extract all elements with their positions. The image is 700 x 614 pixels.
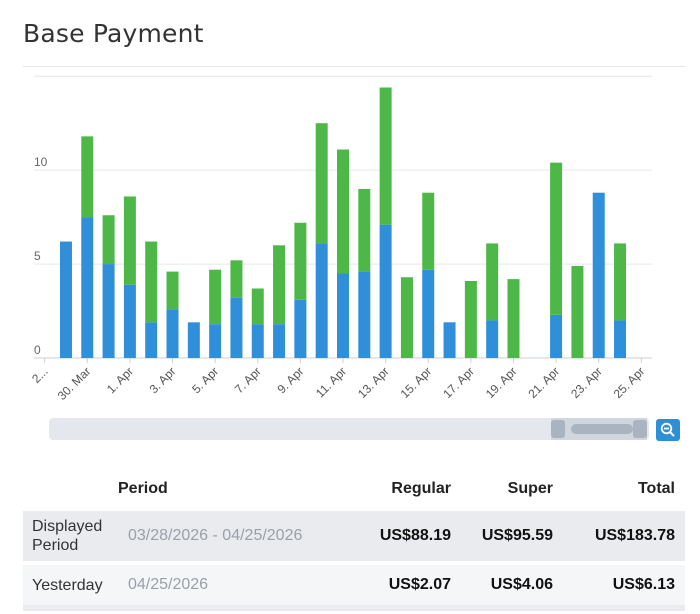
row-total: US$183.78 [563, 511, 685, 563]
chart-navigator-scrollbar[interactable] [49, 418, 649, 440]
navigator-selection[interactable] [551, 418, 647, 440]
bar-super [571, 265, 584, 358]
bar-regular [294, 299, 307, 358]
x-tick-label: 1. Apr [104, 364, 136, 396]
bar-super [550, 162, 563, 315]
payment-summary-table: Period Regular Super Total Displayed Per… [23, 478, 685, 611]
bar-regular [123, 284, 136, 358]
row-total: US$6.13 [563, 561, 685, 605]
bar-super [166, 271, 179, 310]
bar-regular [166, 309, 179, 358]
header-regular: Regular [391, 480, 451, 497]
bar-super [81, 136, 94, 218]
bar-regular [337, 273, 349, 358]
bar-super [209, 269, 222, 325]
zoom-out-button[interactable] [656, 419, 680, 441]
x-tick-label: 3. Apr [147, 364, 179, 396]
bar-regular [550, 314, 563, 358]
bar-regular [486, 320, 499, 358]
page-title: Base Payment [23, 19, 204, 48]
bar-super [251, 288, 264, 325]
bar-super [358, 188, 371, 272]
bar-regular [422, 269, 435, 358]
bar-regular [230, 297, 243, 358]
navigator-right-handle[interactable] [633, 420, 647, 438]
x-tick-label: 25. Apr [611, 364, 648, 401]
bar-regular [81, 217, 94, 358]
navigator-left-handle[interactable] [551, 420, 565, 438]
x-tick-label: 21. Apr [525, 364, 562, 401]
title-divider [23, 66, 685, 67]
bar-regular [273, 324, 286, 358]
bar-regular [379, 224, 392, 358]
y-tick-label: 5 [34, 249, 41, 263]
bar-regular [251, 324, 264, 358]
table-row [23, 605, 685, 611]
bar-regular [358, 271, 371, 358]
table-row: Yesterday 04/25/2026 US$2.07 US$4.06 US$… [23, 561, 685, 605]
bar-super [123, 196, 136, 285]
x-tick-label: 23. Apr [568, 364, 605, 401]
bar-super [400, 277, 413, 358]
bar-regular [209, 324, 222, 358]
header-period: Period [118, 480, 168, 497]
navigator-drag-bar[interactable] [571, 424, 633, 434]
bar-regular [592, 192, 605, 358]
x-tick-label: 19. Apr [483, 364, 520, 401]
x-tick-label: 5. Apr [189, 364, 221, 396]
bar-super [486, 243, 499, 321]
bar-regular [59, 241, 72, 358]
x-tick-label: 7. Apr [232, 364, 264, 396]
x-tick-label: 17. Apr [440, 364, 477, 401]
y-tick-label: 10 [34, 155, 48, 169]
bar-super [230, 260, 243, 298]
table-row: Displayed Period 03/28/2026 - 04/25/2026… [23, 511, 685, 563]
x-tick-label: 2... [29, 364, 51, 386]
bar-super [337, 149, 349, 274]
bar-super [379, 87, 392, 225]
row-label: Yesterday [23, 561, 128, 605]
bar-regular [614, 320, 627, 358]
bar-super [273, 245, 286, 325]
x-tick-label: 9. Apr [274, 364, 306, 396]
bar-super [145, 241, 158, 323]
bar-super [422, 192, 435, 270]
row-super: US$95.59 [461, 511, 563, 563]
bar-super [507, 279, 520, 358]
bar-super [315, 123, 328, 244]
x-tick-label: 30. Mar [55, 364, 94, 403]
bar-super [464, 280, 477, 358]
row-date-range: 04/25/2026 [128, 561, 339, 605]
bar-super [102, 215, 115, 265]
x-tick-label: 11. Apr [313, 364, 349, 400]
bar-regular [102, 264, 115, 358]
x-tick-label: 15. Apr [398, 364, 435, 401]
y-tick-label: 0 [34, 343, 41, 357]
header-total: Total [637, 480, 675, 497]
row-regular: US$88.19 [339, 511, 461, 563]
header-super: Super [507, 480, 553, 497]
row-super: US$4.06 [461, 561, 563, 605]
bar-regular [443, 322, 456, 358]
bar-super [614, 243, 627, 321]
bar-super [294, 222, 307, 300]
base-payment-chart: 0 5 10 2... 30. Mar 1. Apr 3. Apr 5. Apr 7. Apr 9… [29, 75, 652, 403]
row-regular: US$2.07 [339, 561, 461, 605]
x-tick-label: 13. Apr [355, 364, 392, 401]
bar-regular [315, 243, 328, 358]
bar-regular [145, 322, 158, 358]
table-header-row: Period Regular Super Total [23, 478, 685, 511]
row-label: Displayed Period [23, 511, 128, 563]
zoom-out-icon [660, 422, 675, 437]
row-date-range: 03/28/2026 - 04/25/2026 [128, 511, 339, 563]
bar-regular [187, 322, 200, 358]
